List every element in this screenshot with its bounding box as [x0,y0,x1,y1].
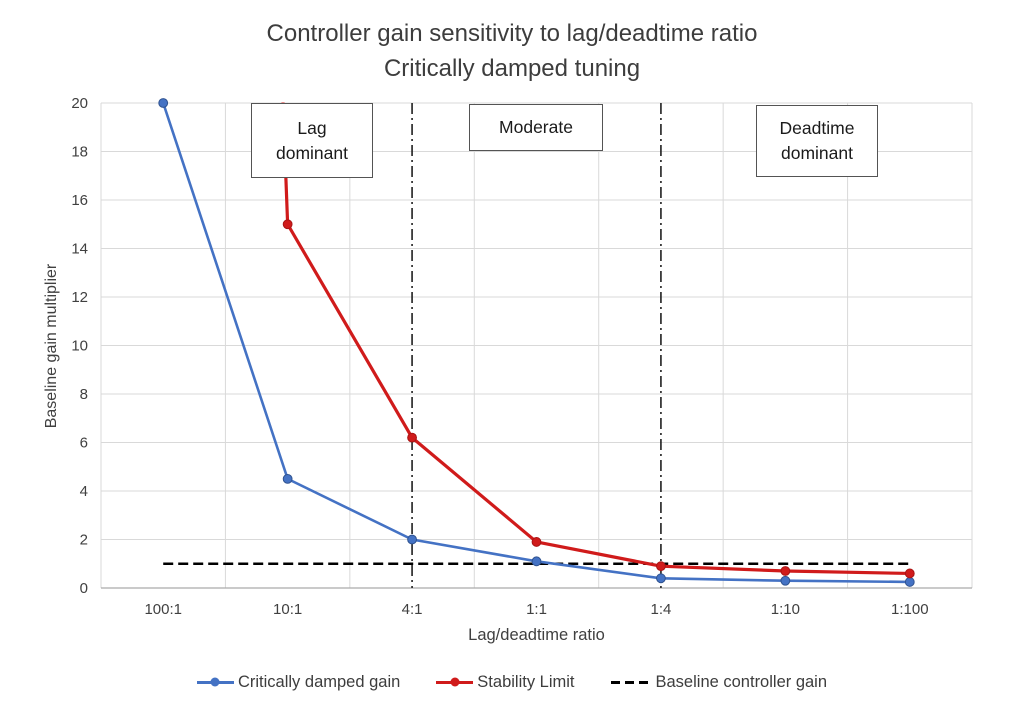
y-tick-label: 20 [71,95,88,112]
x-tick-label: 1:4 [650,601,671,618]
series-marker [780,575,791,586]
y-tick-label: 16 [71,192,88,209]
annotation-line: dominant [781,143,853,163]
x-tick-label: 10:1 [273,601,302,618]
legend-marker-sample [210,677,220,687]
y-tick-label: 12 [71,289,88,306]
legend-item-stability-limit: Stability Limit [436,672,575,692]
annotation-line: Moderate [499,117,573,137]
series-line-1 [281,102,910,576]
series-marker [656,561,666,572]
series-marker [531,537,542,547]
legend-label: Critically damped gain [237,672,401,691]
series-marker [158,98,169,108]
series-marker [904,568,915,579]
annotation-line: Deadtime [779,118,855,138]
y-tick-label: 4 [80,483,88,500]
series-marker [904,577,915,587]
annotation-line: dominant [276,142,348,163]
legend-swatch-red-line-marker-icon [436,677,474,688]
y-tick-label: 6 [80,435,88,452]
x-axis-title: Lag/deadtime ratio [468,626,605,644]
legend-item-critically-damped-gain: Critically damped gain [196,672,401,692]
x-tick-label: 100:1 [144,601,182,618]
x-tick-label: 1:1 [526,601,547,618]
legend: Critically damped gain Stability Limit B… [0,668,1024,696]
y-tick-label: 0 [80,580,88,597]
legend-marker-sample [450,677,460,687]
legend-label: Baseline controller gain [655,672,828,691]
chart-title: Controller gain sensitivity to lag/deadt… [266,20,758,47]
x-tick-label: 4:1 [402,601,423,618]
series-marker [407,534,417,545]
legend-swatch-dashed-line-icon [610,680,652,684]
annotation-line: Lag [297,117,327,138]
y-tick-label: 10 [71,338,88,355]
annotation-lag-dominant: Lag dominant [251,103,373,178]
annotation-moderate: Moderate [469,104,603,151]
y-tick-label: 18 [71,144,88,161]
y-tick-label: 8 [80,386,88,403]
series-marker [282,473,293,484]
series-marker [282,219,293,230]
chart-header: Controller gain sensitivity to lag/deadt… [0,16,1024,86]
series-marker [407,432,417,443]
series-marker [780,566,791,576]
series-marker [656,573,666,584]
series-marker [531,556,542,567]
legend-swatch-blue-line-marker-icon [196,677,234,688]
legend-item-baseline-controller-gain: Baseline controller gain [610,672,828,692]
y-tick-label: 2 [80,532,88,549]
x-tick-label: 1:100 [891,601,929,618]
legend-label: Stability Limit [477,672,575,691]
chart-subtitle: Critically damped tuning [383,55,641,82]
x-tick-label: 1:10 [771,601,800,618]
annotation-deadtime-dominant: Deadtime dominant [756,105,878,177]
y-tick-label: 14 [71,241,88,258]
